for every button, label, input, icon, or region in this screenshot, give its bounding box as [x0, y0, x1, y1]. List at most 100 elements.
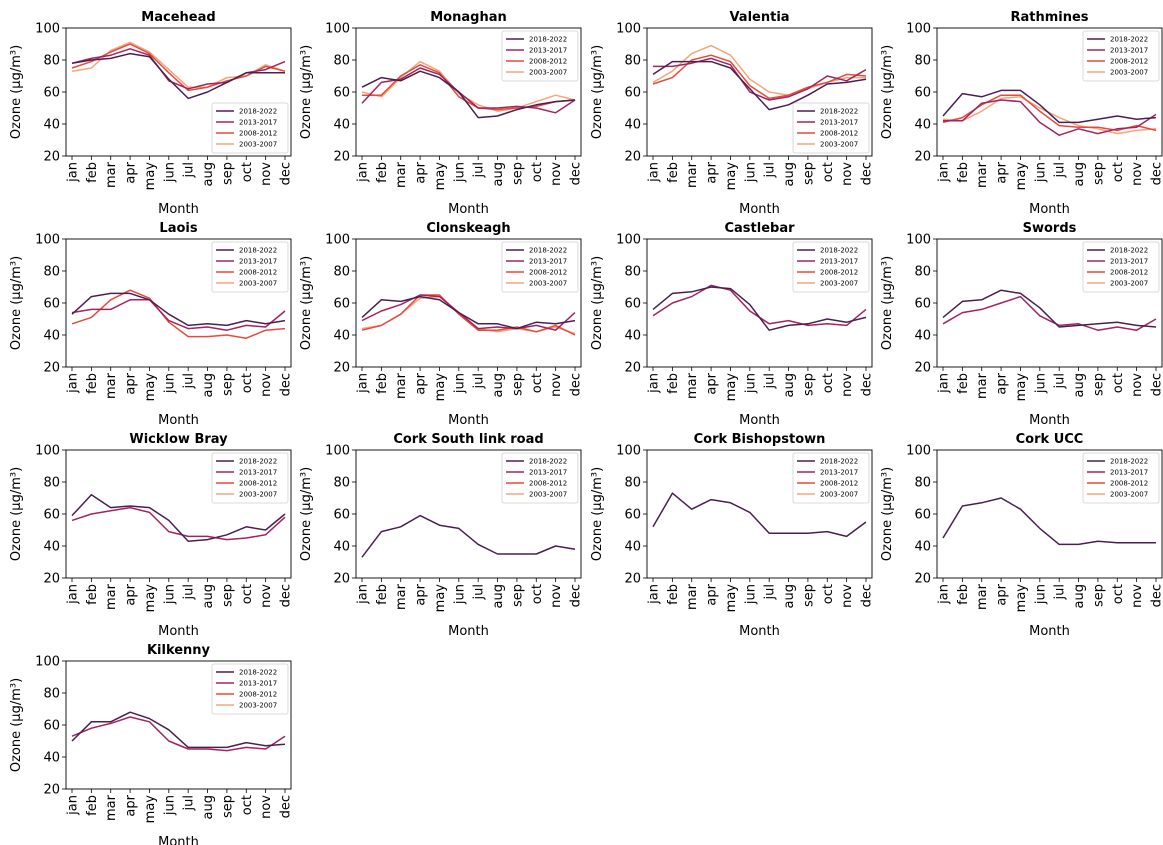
x-tick-label: jul	[763, 162, 778, 178]
x-tick-label: oct	[530, 373, 545, 393]
y-tick-label: 100	[325, 444, 350, 459]
x-tick-label: jun	[1033, 373, 1048, 394]
x-tick-label: jul	[763, 584, 778, 600]
legend-entry: 2018-2022	[529, 247, 567, 255]
y-tick-label: 60	[43, 719, 60, 734]
x-tick-label: dec	[279, 373, 294, 396]
legend-entry: 2018-2022	[239, 247, 277, 255]
x-tick-label: jul	[472, 584, 487, 600]
legend: 2018-2022 2013-2017 2008-2012 2003-2007	[211, 452, 289, 504]
legend-entry: 2018-2022	[1110, 247, 1148, 255]
plot-frame	[936, 27, 1163, 157]
y-tick-label: 60	[43, 86, 60, 101]
legend-entry: 2013-2017	[529, 469, 567, 477]
y-tick-label: 80	[43, 687, 60, 702]
x-tick-label: apr	[414, 372, 429, 394]
y-tick-label: 40	[624, 118, 641, 133]
legend-entry: 2018-2022	[820, 247, 858, 255]
plot-frame	[355, 238, 582, 368]
x-tick-label: aug	[491, 584, 506, 608]
series-line	[942, 289, 1157, 328]
x-tick-label: dec	[569, 584, 584, 607]
y-tick-label: 100	[35, 22, 60, 37]
legend-entry: 2003-2007	[239, 141, 277, 149]
legend-entry: 2008-2012	[529, 58, 567, 66]
x-tick-label: aug	[201, 795, 216, 819]
legend-entry: 2008-2012	[529, 269, 567, 277]
panel-title: Cork UCC	[1016, 432, 1084, 447]
x-tick-label: aug	[201, 584, 216, 608]
y-tick-label: 100	[35, 655, 60, 670]
plot-frame	[646, 238, 873, 368]
legend-entry: 2008-2012	[239, 480, 277, 488]
series-line	[71, 289, 286, 339]
x-tick-label: sep	[801, 162, 816, 185]
legend-entry: 2013-2017	[1110, 47, 1148, 55]
panel-title: Cork Bishopstown	[694, 432, 826, 447]
x-tick-label: oct	[1111, 584, 1126, 604]
x-axis-label: Month	[739, 202, 780, 217]
y-axis-label: Ozone (µg/m³)	[590, 467, 605, 561]
x-axis-label: Month	[1029, 413, 1070, 428]
y-tick-label: 80	[914, 54, 931, 69]
x-tick-label: nov	[549, 584, 564, 608]
series-line	[71, 43, 286, 92]
plot-frame	[936, 449, 1163, 579]
chart-panel: Macehead 20 40 60 80 100 jan feb mar apr may jun jul…	[9, 10, 294, 217]
x-axis-label: Month	[1029, 202, 1070, 217]
y-tick-label: 80	[333, 476, 350, 491]
plot-frame	[355, 27, 582, 157]
x-tick-label: dec	[860, 373, 875, 396]
x-tick-label: dec	[860, 162, 875, 185]
y-axis-label: Ozone (µg/m³)	[590, 45, 605, 139]
y-tick-label: 20	[914, 572, 931, 587]
legend-box	[211, 452, 289, 504]
x-tick-label: sep	[1091, 162, 1106, 185]
x-tick-label: jun	[162, 162, 177, 183]
y-tick-label: 80	[333, 54, 350, 69]
x-tick-label: may	[433, 584, 448, 613]
legend-entry: 2013-2017	[1110, 469, 1148, 477]
x-tick-label: dec	[860, 584, 875, 607]
x-axis-label: Month	[448, 624, 489, 639]
x-tick-label: jan	[66, 584, 81, 605]
x-tick-label: oct	[1111, 162, 1126, 182]
x-tick-label: jun	[452, 373, 467, 394]
plot-frame	[355, 449, 582, 579]
x-tick-label: feb	[85, 795, 100, 816]
legend-entry: 2008-2012	[239, 269, 277, 277]
chart-panel: Cork Bishopstown 20 40 60 80 100 jan feb mar apr m…	[590, 432, 875, 639]
x-tick-label: may	[433, 162, 448, 191]
x-tick-label: aug	[1072, 162, 1087, 186]
x-tick-label: jul	[182, 584, 197, 600]
x-tick-label: nov	[259, 584, 274, 608]
x-tick-label: jun	[1033, 584, 1048, 605]
x-tick-label: jul	[1053, 162, 1068, 178]
x-tick-label: may	[433, 373, 448, 402]
y-tick-label: 20	[333, 361, 350, 376]
x-tick-label: apr	[995, 372, 1010, 394]
y-tick-label: 20	[333, 572, 350, 587]
x-tick-label: feb	[666, 584, 681, 605]
y-tick-label: 80	[43, 54, 60, 69]
legend-entry: 2013-2017	[239, 680, 277, 688]
x-tick-label: jul	[472, 162, 487, 178]
x-tick-label: jun	[452, 584, 467, 605]
series-line	[71, 292, 286, 327]
y-axis-label: Ozone (µg/m³)	[880, 45, 895, 139]
legend-box	[501, 30, 579, 82]
legend-entry: 2008-2012	[1110, 269, 1148, 277]
series-line	[361, 514, 576, 558]
legend: 2018-2022 2013-2017 2008-2012 2003-2007	[792, 241, 870, 293]
y-axis-label: Ozone (µg/m³)	[590, 256, 605, 350]
y-tick-label: 100	[325, 233, 350, 248]
y-tick-label: 80	[43, 265, 60, 280]
y-tick-label: 100	[616, 22, 641, 37]
x-tick-label: jan	[356, 373, 371, 394]
y-tick-label: 40	[43, 329, 60, 344]
x-tick-label: jul	[472, 373, 487, 389]
x-tick-label: aug	[1072, 584, 1087, 608]
legend: 2018-2022 2013-2017 2008-2012 2003-2007	[211, 663, 289, 715]
legend-entry: 2013-2017	[1110, 258, 1148, 266]
legend: 2018-2022 2013-2017 2008-2012 2003-2007	[501, 30, 579, 82]
